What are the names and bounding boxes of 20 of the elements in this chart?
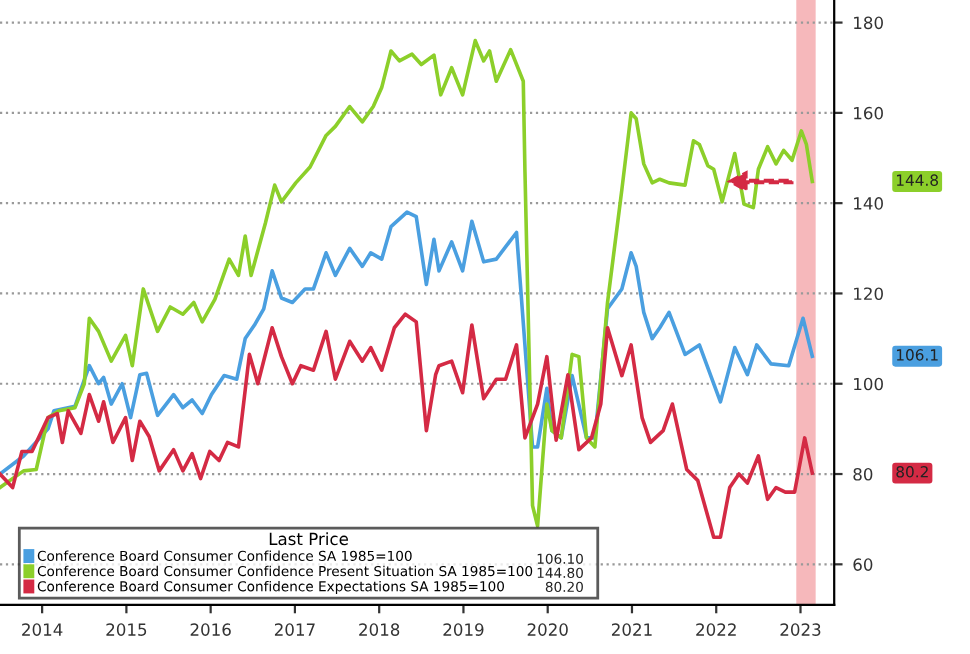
x-tick-label: 2018 bbox=[359, 623, 400, 636]
x-tick-label: 2017 bbox=[274, 623, 315, 636]
x-tick-label: 2015 bbox=[106, 623, 147, 636]
y-tick-label: 100 bbox=[854, 377, 883, 391]
y-tick-label: 180 bbox=[854, 16, 883, 30]
y-tick-label: 120 bbox=[854, 287, 883, 301]
legend-title: Last Price bbox=[269, 532, 348, 546]
x-tick-label: 2016 bbox=[190, 623, 231, 636]
y-tick-label: 80 bbox=[853, 467, 873, 481]
y-tick-label: 160 bbox=[854, 106, 883, 120]
x-tick-label: 2019 bbox=[443, 623, 484, 636]
line-series bbox=[0, 38, 815, 528]
y-tick-label: 60 bbox=[853, 558, 873, 571]
x-tick-label: 2014 bbox=[22, 623, 63, 636]
x-tick-label: 2022 bbox=[696, 623, 736, 636]
line-series bbox=[0, 210, 815, 476]
x-tick-label: 2021 bbox=[611, 623, 652, 636]
y-tick-label: 140 bbox=[854, 197, 883, 210]
x-tick-label: 2023 bbox=[780, 623, 821, 636]
x-tick-label: 2020 bbox=[527, 623, 568, 636]
